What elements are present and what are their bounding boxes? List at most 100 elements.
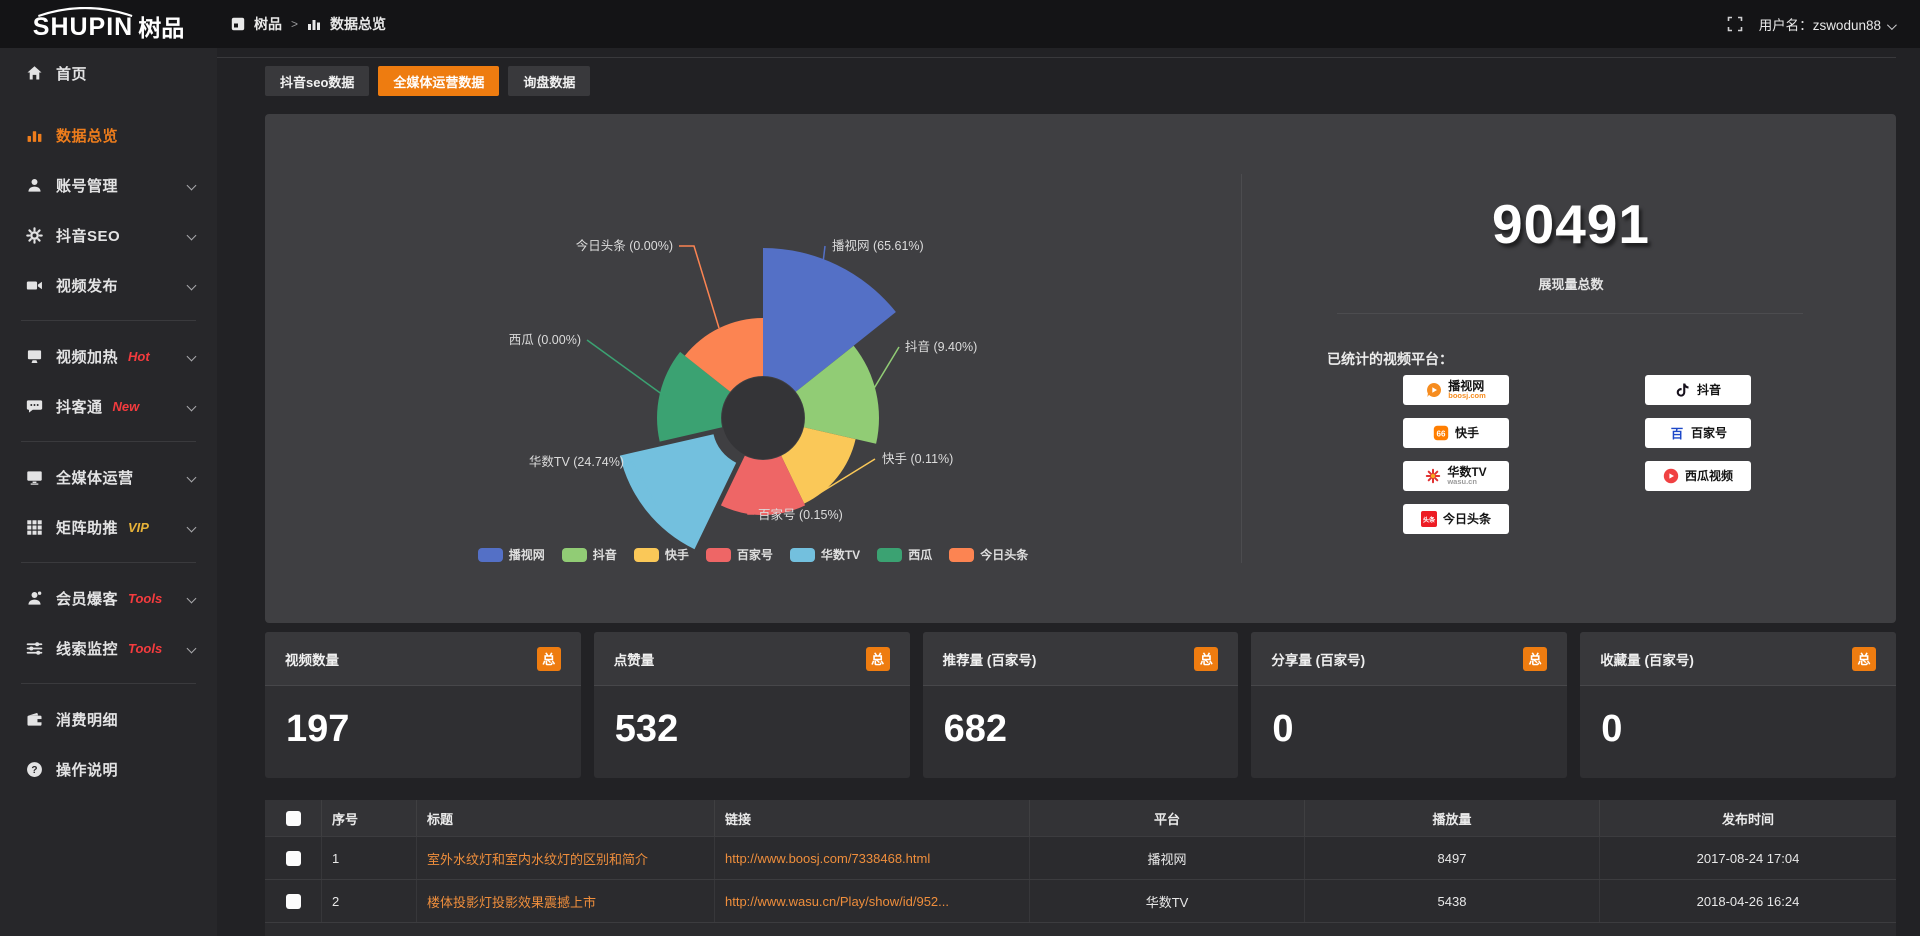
sidebar-item-抖客通[interactable]: 抖客通 New	[0, 381, 217, 431]
video-url-link[interactable]: http://www.wasu.cn/Play/show/id/952...	[725, 893, 949, 909]
row-no: 2	[322, 880, 417, 922]
sidebar-divider	[0, 552, 217, 573]
row-checkbox[interactable]	[285, 850, 301, 866]
summary-divider	[1337, 313, 1803, 314]
stat-card-header: 点赞量 总	[593, 632, 910, 686]
tab-全媒体运营数据[interactable]: 全媒体运营数据	[378, 66, 500, 96]
sidebar-item-全媒体运营[interactable]: 全媒体运营	[0, 452, 217, 502]
stat-card-header: 收藏量 (百家号) 总	[1580, 632, 1896, 686]
sidebar-item-label: 账号管理	[56, 177, 119, 195]
row-link: http://www.wasu.cn/Play/show/id/952...	[715, 880, 1030, 922]
pie-label-华数TV: 华数TV (24.74%)	[529, 454, 624, 469]
sidebar-item-label: 视频加热	[56, 348, 119, 366]
sidebar-item-抖音SEO[interactable]: 抖音SEO	[0, 210, 217, 260]
sidebar-item-操作说明[interactable]: ? 操作说明	[0, 744, 217, 794]
platform-badges-right: 抖音百百家号 西瓜视频	[1645, 375, 1751, 491]
app-square-icon	[231, 17, 245, 31]
pie-slice-百家号[interactable]	[720, 455, 806, 516]
home-icon	[26, 65, 43, 82]
pie-slice-西瓜[interactable]	[657, 351, 731, 442]
select-all-checkbox[interactable]	[285, 810, 301, 826]
legend-item-百家号[interactable]: 百家号	[705, 546, 773, 563]
chat-icon	[26, 398, 43, 415]
stat-card-value: 0	[1601, 708, 1623, 750]
stat-card-value: 682	[943, 708, 1007, 750]
sidebar-item-label: 消费明细	[56, 711, 119, 729]
sidebar-badge: New	[112, 398, 140, 414]
user-menu[interactable]: 用户名：zswodun88	[1759, 14, 1897, 34]
user-icon	[26, 177, 43, 194]
legend-item-西瓜[interactable]: 西瓜	[877, 546, 932, 563]
wasu-logo-icon	[1425, 468, 1441, 484]
sidebar-item-消费明细[interactable]: 消费明细	[0, 694, 217, 744]
pie-slice-播视网[interactable]	[763, 248, 896, 392]
row-no: 1	[322, 837, 417, 879]
breadcrumb-root[interactable]: 树品	[254, 16, 282, 32]
row-checkbox[interactable]	[285, 893, 301, 909]
fullscreen-icon[interactable]	[1727, 16, 1743, 32]
legend-label: 今日头条	[980, 548, 1029, 562]
sidebar-item-首页[interactable]: 首页	[0, 48, 217, 98]
table-row-partial	[265, 922, 1896, 936]
row-plays: 5438	[1305, 880, 1600, 922]
total-badge[interactable]: 总	[536, 646, 561, 671]
platforms-title: 已统计的视频平台：	[1327, 351, 1453, 367]
row-title: 楼体投影灯投影效果震撼上市	[417, 880, 715, 922]
sidebar-item-label: 首页	[56, 65, 88, 83]
legend-item-播视网[interactable]: 播视网	[477, 546, 545, 563]
legend-item-华数TV[interactable]: 华数TV	[789, 546, 860, 563]
total-badge[interactable]: 总	[865, 646, 890, 671]
tab-抖音seo数据[interactable]: 抖音seo数据	[265, 66, 370, 96]
legend-item-今日头条[interactable]: 今日头条	[949, 546, 1028, 563]
total-badge[interactable]: 总	[1523, 646, 1548, 671]
video-url-link[interactable]: http://www.boosj.com/7338468.html	[725, 850, 931, 866]
chevron-down-icon	[186, 180, 197, 190]
sidebar-item-会员爆客[interactable]: 会员爆客 Tools	[0, 573, 217, 623]
rose-pie-chart[interactable]: 播视网 (65.61%) 抖音 (9.40%) 快手 (0.11%) 百家号 (0.1…	[265, 114, 1241, 584]
legend-item-抖音[interactable]: 抖音	[561, 546, 617, 563]
sidebar-item-label: 抖音SEO	[56, 227, 121, 245]
sidebar-item-label: 全媒体运营	[56, 469, 134, 487]
platform-badge-今日头条: 头条 今日头条	[1403, 504, 1509, 534]
sidebar-badge: Tools	[128, 590, 163, 606]
video-title-link[interactable]: 室外水纹灯和室内水纹灯的区别和简介	[427, 851, 649, 867]
pie-slice-快手[interactable]	[781, 427, 856, 504]
tab-询盘数据[interactable]: 询盘数据	[508, 66, 591, 96]
legend-swatch	[705, 547, 731, 562]
sidebar-item-账号管理[interactable]: 账号管理	[0, 160, 217, 210]
total-badge[interactable]: 总	[1851, 646, 1876, 671]
pie-slice-华数TV[interactable]	[619, 434, 737, 550]
sidebar: 首页数据总览账号管理抖音SEO 视频发布视频加热 Hot 抖客通 New 全媒体运营矩阵助…	[0, 48, 217, 936]
breadcrumb-current[interactable]: 数据总览	[330, 16, 387, 32]
sidebar-item-视频加热[interactable]: 视频加热 Hot	[0, 331, 217, 381]
sidebar-item-矩阵助推[interactable]: 矩阵助推 VIP	[0, 502, 217, 552]
stat-card-title: 分享量 (百家号)	[1271, 652, 1366, 668]
label-line-今日头条	[679, 245, 720, 329]
row-platform: 播视网	[1030, 837, 1305, 879]
label-line-播视网	[822, 245, 826, 264]
video-title-link[interactable]: 楼体投影灯投影效果震撼上市	[427, 894, 597, 910]
svg-text:?: ?	[31, 765, 37, 776]
pie-label-快手: 快手 (0.11%)	[882, 452, 953, 466]
legend-item-快手[interactable]: 快手	[633, 546, 689, 563]
col-header-title: 标题	[417, 800, 715, 836]
pie-center-hole	[722, 377, 804, 459]
sidebar-item-线索监控[interactable]: 线索监控 Tools	[0, 623, 217, 673]
sidebar-divider	[0, 310, 217, 331]
platform-badge-name: 今日头条	[1442, 511, 1491, 526]
sidebar-item-数据总览[interactable]: 数据总览	[0, 110, 217, 160]
chevron-down-icon	[186, 593, 197, 603]
row-time: 2018-04-26 16:24	[1696, 893, 1800, 909]
col-header-link: 链接	[715, 800, 1030, 836]
total-badge[interactable]: 总	[1194, 646, 1219, 671]
pie-slice-抖音[interactable]	[795, 345, 880, 444]
data-tabs: 抖音seo数据 全媒体运营数据 询盘数据	[265, 66, 591, 96]
row-select-cell	[265, 880, 322, 922]
chevron-down-icon	[186, 280, 197, 290]
svg-text:66: 66	[1437, 430, 1446, 439]
pie-label-抖音: 抖音 (9.40%)	[905, 339, 977, 354]
platform-badge-name: 快手	[1454, 425, 1479, 440]
pie-slice-今日头条[interactable]	[684, 318, 763, 392]
row-platform: 华数TV	[1030, 880, 1305, 922]
sidebar-item-视频发布[interactable]: 视频发布	[0, 260, 217, 310]
